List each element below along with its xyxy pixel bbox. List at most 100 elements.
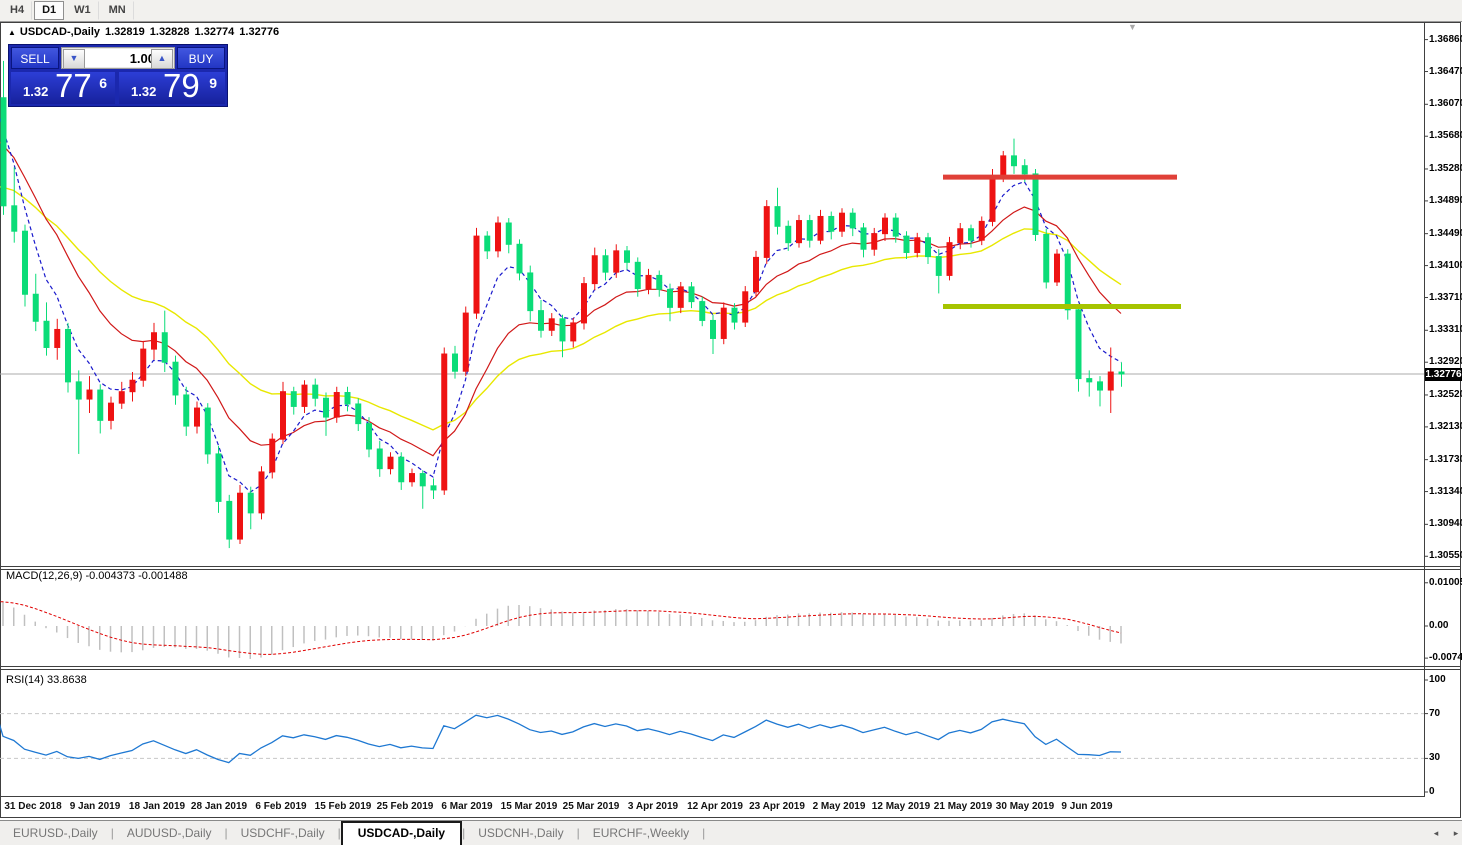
candle (484, 235, 491, 252)
candle (301, 384, 308, 407)
candle (323, 397, 329, 418)
timeframe-toolbar: H4 D1 W1 MN (0, 0, 1462, 22)
price-axis-tick: 1.34890 (1429, 194, 1462, 206)
candle (548, 318, 555, 331)
candle (366, 423, 372, 450)
candle (441, 353, 448, 491)
candle (0, 97, 7, 207)
scroll-to-end-icon[interactable]: ▼ (1128, 22, 1137, 32)
candle (269, 438, 276, 473)
price-axis-tick: 1.36070 (1429, 98, 1462, 110)
chart-tab-bar: EURUSD-,Daily | AUDUSD-,Daily | USDCHF-,Dail… (0, 820, 1462, 845)
candle (720, 307, 727, 339)
candle (849, 212, 856, 229)
rsi-axis-tick: 0 (1429, 786, 1435, 797)
macd-axis-tick: -0.007469 (1429, 652, 1462, 664)
candle (602, 255, 609, 273)
candle (753, 256, 759, 293)
candle (161, 332, 168, 363)
candle (817, 215, 824, 241)
candle (559, 318, 566, 342)
candle (699, 301, 706, 321)
candle (957, 228, 964, 244)
candle (11, 205, 18, 232)
candle (1021, 165, 1028, 175)
date-axis-tick: 12 Apr 2019 (687, 801, 743, 812)
chart-tab-usdcad[interactable]: USDCAD-,Daily (340, 821, 463, 845)
candle (333, 392, 340, 418)
candle (688, 286, 695, 303)
price-axis-tick: 1.32520 (1429, 388, 1462, 400)
candle (108, 402, 114, 421)
candle (613, 250, 620, 273)
rsi-axis-tick: 30 (1429, 752, 1441, 764)
candle (312, 384, 319, 399)
rsi-axis-tick: 70 (1429, 707, 1441, 719)
collapse-triangle-icon[interactable]: ▲ (8, 28, 16, 37)
volume-input[interactable] (85, 49, 159, 67)
candle (194, 407, 200, 427)
candle (86, 389, 93, 400)
date-axis-tick: 28 Jan 2019 (190, 801, 248, 812)
candle (892, 217, 899, 237)
date-axis-tick: 6 Feb 2019 (255, 801, 307, 812)
candle (452, 353, 458, 372)
timeframe-button-h4[interactable]: H4 (2, 1, 33, 20)
candle (828, 215, 835, 232)
candle (462, 312, 469, 372)
volume-stepper: ▼ ▲ (61, 47, 175, 69)
timeframe-button-d1[interactable]: D1 (34, 1, 65, 20)
chart-tab-usdchf[interactable]: USDCHF-,Daily (240, 826, 325, 840)
candle (409, 473, 415, 483)
chart-tab-eurusd[interactable]: EURUSD-,Daily (13, 826, 98, 840)
candle (430, 485, 437, 491)
candle (22, 230, 28, 295)
price-axis-tick: 1.34490 (1429, 227, 1462, 239)
timeframe-button-w1[interactable]: W1 (66, 1, 99, 20)
candle (645, 274, 652, 290)
chart-tab-eurchf[interactable]: EURCHF-,Weekly (592, 826, 690, 840)
price-axis-tick: 1.32130 (1429, 420, 1462, 432)
price-axis-tick: 1.35280 (1429, 162, 1462, 174)
candle (839, 212, 845, 232)
candle (204, 407, 211, 455)
ohlc-low: 1.32774 (194, 26, 235, 38)
date-axis-tick: 9 Jun 2019 (1061, 801, 1113, 812)
volume-increase-button[interactable]: ▲ (151, 49, 173, 69)
candle (538, 310, 544, 331)
chart-tab-audusd[interactable]: AUDUSD-,Daily (126, 826, 212, 840)
date-axis-tick: 31 Dec 2018 (4, 801, 62, 812)
ohlc-close: 1.32776 (239, 26, 280, 38)
price-axis-tick: 1.36860 (1429, 33, 1462, 45)
candle (785, 225, 792, 244)
candle (129, 379, 136, 393)
candle (763, 206, 770, 258)
candle (774, 206, 781, 227)
candle (860, 227, 867, 250)
candle (624, 250, 630, 263)
price-axis-tick: 1.30940 (1429, 518, 1462, 530)
candle (1064, 253, 1071, 311)
tab-scroll-right-icon[interactable]: ▸ (1453, 828, 1459, 838)
candle (1075, 309, 1082, 380)
candle (183, 394, 190, 427)
buy-price-tile[interactable]: 1.32 79 9 (119, 67, 225, 104)
date-axis-tick: 6 Mar 2019 (441, 801, 493, 812)
tab-scroll-left-icon[interactable]: ◂ (1433, 828, 1439, 838)
buy-button[interactable]: BUY (177, 47, 225, 69)
candle (903, 235, 910, 253)
candle (1054, 253, 1060, 283)
sell-button[interactable]: SELL (11, 47, 59, 69)
rsi-label: RSI(14) 33.8638 (6, 674, 87, 686)
tab-separator: | (110, 826, 114, 840)
candle (43, 320, 50, 348)
candle (677, 286, 684, 308)
candle (946, 242, 953, 276)
candle (935, 256, 942, 276)
candle (387, 456, 394, 470)
sell-price-tile[interactable]: 1.32 77 6 (11, 67, 115, 104)
chart-tab-usdcnh[interactable]: USDCNH-,Daily (478, 826, 564, 840)
timeframe-button-mn[interactable]: MN (101, 1, 134, 20)
volume-decrease-button[interactable]: ▼ (63, 49, 85, 69)
